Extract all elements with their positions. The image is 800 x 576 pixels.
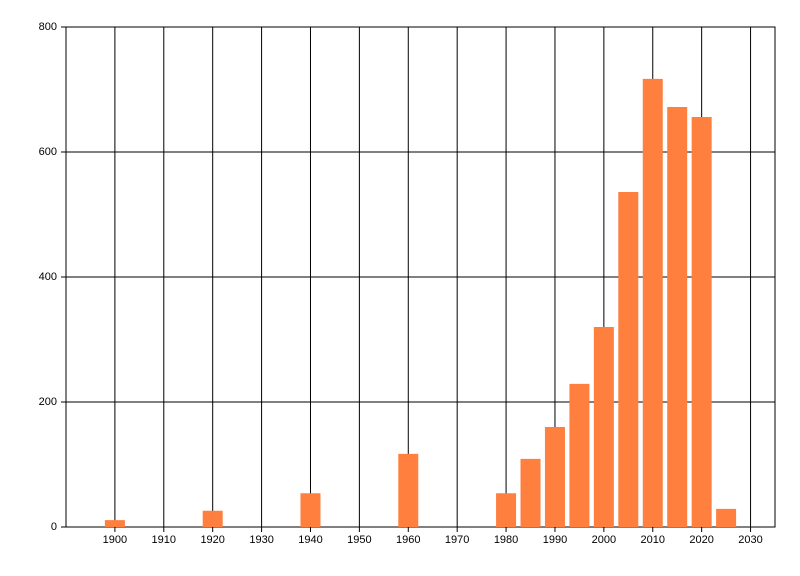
y-tick-label: 600 [39,146,57,158]
y-tick-label: 800 [39,21,57,33]
x-tick-label: 1990 [543,534,567,546]
bar [667,107,688,527]
bar [691,117,712,527]
bar [202,510,223,527]
bar [642,78,663,527]
x-tick-label: 2010 [641,534,665,546]
x-tick-label: 1910 [152,534,176,546]
y-tick-label: 0 [51,521,57,533]
bar [300,493,321,527]
x-tick-label: 1900 [103,534,127,546]
x-tick-label: 1930 [249,534,273,546]
bar [618,192,639,527]
x-tick-label: 1940 [298,534,322,546]
x-tick-label: 1960 [396,534,420,546]
y-tick-label: 400 [39,271,57,283]
bar [398,453,419,527]
x-tick-label: 2000 [592,534,616,546]
x-tick-label: 1980 [494,534,518,546]
bar [544,427,565,527]
x-tick-label: 2030 [738,534,762,546]
bar [569,383,590,527]
bar [716,508,737,527]
bar [593,327,614,527]
x-tick-label: 1970 [445,534,469,546]
y-tick-label: 200 [39,396,57,408]
x-tick-label: 1920 [200,534,224,546]
bar [104,520,125,527]
bar [496,493,517,527]
x-tick-label: 2020 [689,534,713,546]
bar [520,458,541,527]
x-tick-label: 1950 [347,534,371,546]
